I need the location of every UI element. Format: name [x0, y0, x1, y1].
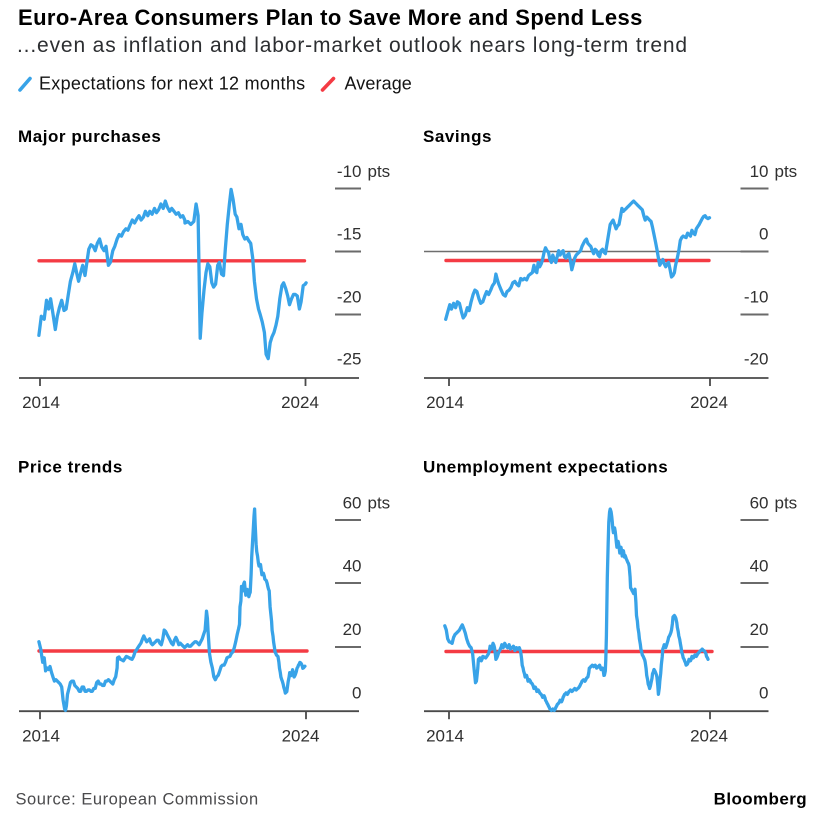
svg-text:20: 20: [343, 620, 362, 639]
svg-text:pts: pts: [368, 494, 391, 513]
svg-text:60: 60: [750, 494, 769, 513]
svg-text:60: 60: [343, 494, 362, 513]
svg-text:-10: -10: [337, 162, 362, 181]
svg-text:40: 40: [750, 557, 769, 576]
svg-text:40: 40: [343, 557, 362, 576]
svg-text:Savings: Savings: [423, 127, 492, 146]
svg-text:0: 0: [759, 684, 768, 703]
svg-text:10: 10: [750, 162, 769, 181]
svg-text:2014: 2014: [426, 393, 464, 412]
svg-text:-10: -10: [744, 288, 769, 307]
svg-text:pts: pts: [368, 162, 391, 181]
svg-text:Source: European Commission: Source: European Commission: [16, 791, 259, 809]
svg-text:2024: 2024: [282, 727, 320, 746]
svg-text:2024: 2024: [690, 727, 728, 746]
svg-text:-25: -25: [337, 350, 362, 369]
svg-text:Price trends: Price trends: [18, 457, 123, 476]
svg-text:2014: 2014: [22, 393, 60, 412]
svg-text:2014: 2014: [426, 727, 464, 746]
svg-text:...even as inflation and labor: ...even as inflation and labor-market ou…: [17, 34, 688, 57]
svg-text:Euro-Area Consumers Plan to Sa: Euro-Area Consumers Plan to Save More an…: [18, 5, 643, 30]
svg-text:2014: 2014: [22, 727, 60, 746]
svg-text:pts: pts: [775, 494, 798, 513]
svg-text:20: 20: [750, 620, 769, 639]
svg-text:Unemployment expectations: Unemployment expectations: [423, 457, 668, 476]
svg-text:Bloomberg: Bloomberg: [714, 790, 807, 809]
svg-text:2024: 2024: [690, 393, 728, 412]
svg-text:-15: -15: [337, 225, 362, 244]
svg-text:-20: -20: [744, 350, 769, 369]
svg-text:Major purchases: Major purchases: [18, 127, 161, 146]
svg-text:pts: pts: [775, 162, 798, 181]
svg-text:Expectations for next 12 month: Expectations for next 12 months: [39, 74, 305, 94]
svg-text:2024: 2024: [281, 393, 319, 412]
svg-text:Average: Average: [345, 74, 412, 94]
svg-text:0: 0: [759, 225, 768, 244]
svg-text:0: 0: [352, 684, 361, 703]
svg-text:-20: -20: [337, 288, 362, 307]
